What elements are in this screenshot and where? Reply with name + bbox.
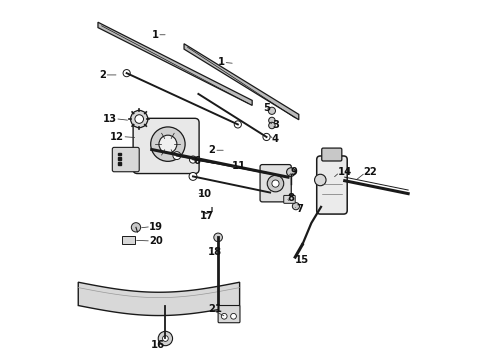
Text: 19: 19 bbox=[149, 222, 163, 231]
Circle shape bbox=[131, 223, 141, 232]
FancyBboxPatch shape bbox=[218, 306, 240, 323]
Text: 7: 7 bbox=[296, 204, 303, 214]
Circle shape bbox=[163, 336, 168, 341]
Bar bbox=[118, 162, 122, 165]
Circle shape bbox=[135, 115, 144, 123]
Text: 15: 15 bbox=[294, 255, 309, 265]
Circle shape bbox=[221, 314, 227, 319]
FancyBboxPatch shape bbox=[284, 195, 295, 203]
Bar bbox=[118, 157, 122, 159]
Circle shape bbox=[173, 152, 181, 159]
Text: 5: 5 bbox=[263, 103, 270, 113]
Circle shape bbox=[158, 331, 172, 346]
Circle shape bbox=[190, 156, 196, 163]
Text: 16: 16 bbox=[151, 340, 165, 350]
Text: 13: 13 bbox=[102, 114, 117, 124]
Text: 17: 17 bbox=[200, 211, 214, 221]
Text: 14: 14 bbox=[338, 167, 352, 177]
Circle shape bbox=[315, 174, 326, 186]
Circle shape bbox=[231, 314, 236, 319]
Circle shape bbox=[293, 203, 299, 210]
Text: 8: 8 bbox=[287, 193, 294, 203]
Text: 6: 6 bbox=[193, 156, 200, 166]
Circle shape bbox=[269, 117, 275, 124]
Text: 21: 21 bbox=[208, 304, 222, 314]
Circle shape bbox=[287, 168, 295, 176]
Circle shape bbox=[151, 127, 185, 161]
Circle shape bbox=[214, 233, 222, 242]
FancyBboxPatch shape bbox=[322, 148, 342, 161]
Circle shape bbox=[269, 122, 275, 129]
Text: 12: 12 bbox=[110, 132, 124, 141]
FancyBboxPatch shape bbox=[260, 165, 291, 202]
Circle shape bbox=[123, 69, 130, 77]
Circle shape bbox=[267, 175, 284, 192]
Text: 22: 22 bbox=[364, 167, 377, 177]
Text: 10: 10 bbox=[197, 189, 212, 199]
Circle shape bbox=[269, 107, 275, 114]
Text: 18: 18 bbox=[207, 247, 221, 257]
Circle shape bbox=[263, 134, 270, 140]
Text: 2: 2 bbox=[99, 70, 106, 80]
Text: 1: 1 bbox=[218, 57, 225, 67]
Bar bbox=[118, 153, 122, 155]
Circle shape bbox=[234, 121, 242, 128]
Circle shape bbox=[189, 172, 197, 180]
Text: 3: 3 bbox=[272, 120, 279, 130]
Polygon shape bbox=[184, 44, 299, 120]
Circle shape bbox=[272, 180, 279, 187]
FancyBboxPatch shape bbox=[133, 118, 199, 174]
Text: 20: 20 bbox=[149, 236, 163, 246]
Text: 1: 1 bbox=[152, 30, 159, 40]
Circle shape bbox=[131, 111, 148, 128]
Text: 9: 9 bbox=[291, 167, 298, 177]
Text: 11: 11 bbox=[231, 161, 245, 171]
Circle shape bbox=[159, 135, 177, 153]
Text: 4: 4 bbox=[272, 135, 279, 144]
Circle shape bbox=[263, 169, 270, 177]
Text: 2: 2 bbox=[209, 145, 216, 155]
Polygon shape bbox=[98, 22, 252, 105]
FancyBboxPatch shape bbox=[317, 156, 347, 214]
Polygon shape bbox=[78, 282, 240, 316]
FancyBboxPatch shape bbox=[112, 147, 139, 172]
Bar bbox=[122, 236, 135, 244]
